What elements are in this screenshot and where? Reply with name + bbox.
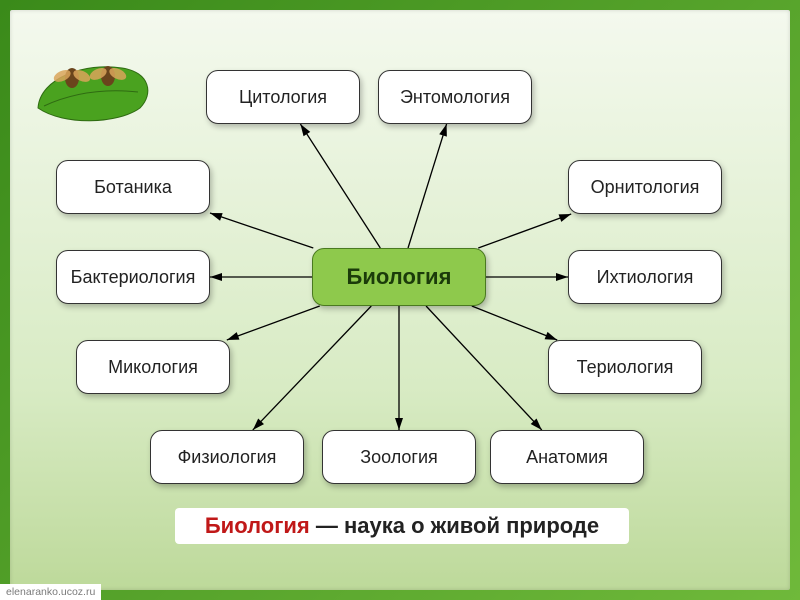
outer-frame: Биология — наука о живой природе Биологи…	[0, 0, 800, 600]
node-botany: Ботаника	[56, 160, 210, 214]
node-ichthyology: Ихтиология	[568, 250, 722, 304]
caption-rest: — наука о живой природе	[310, 513, 599, 538]
node-teriology: Териология	[548, 340, 702, 394]
slide-canvas: Биология — наука о живой природе Биологи…	[10, 10, 790, 590]
caption-bar: Биология — наука о живой природе	[175, 508, 629, 544]
credit-text: elenaranko.ucoz.ru	[0, 584, 101, 600]
node-zoology: Зоология	[322, 430, 476, 484]
leaf-insect-decor	[30, 50, 160, 125]
node-ornithology: Орнитология	[568, 160, 722, 214]
node-center-biology-center: Биология	[312, 248, 486, 306]
node-cytology: Цитология	[206, 70, 360, 124]
node-physiology: Физиология	[150, 430, 304, 484]
node-mycology: Микология	[76, 340, 230, 394]
node-entomology: Энтомология	[378, 70, 532, 124]
node-bacteriology: Бактериология	[56, 250, 210, 304]
node-anatomy: Анатомия	[490, 430, 644, 484]
caption-prefix: Биология	[205, 513, 310, 538]
